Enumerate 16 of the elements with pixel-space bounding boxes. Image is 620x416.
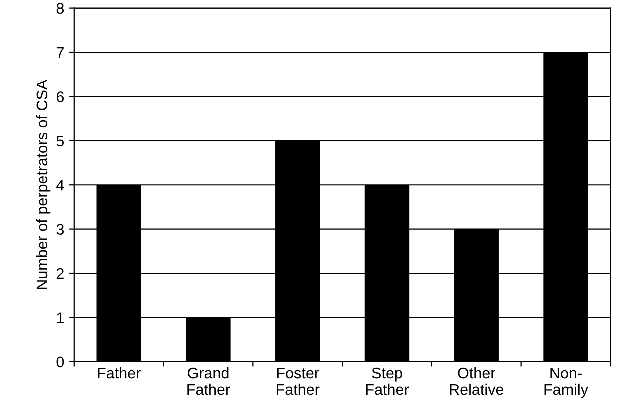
y-tick-label: 4 xyxy=(56,180,64,191)
x-tick-label: Non- Family xyxy=(544,368,588,398)
y-tick-label: 2 xyxy=(56,268,64,280)
y-tick-label: 7 xyxy=(56,48,64,58)
y-tick-label: 3 xyxy=(56,224,64,236)
x-tick-label: Step Father xyxy=(366,368,410,396)
x-tick-label: Foster Father xyxy=(277,368,320,396)
x-tick-label: Grand Father xyxy=(188,367,230,396)
y-tick-label: 5 xyxy=(56,136,64,147)
x-tick-label: Other Relative xyxy=(450,367,504,396)
y-tick-label: 6 xyxy=(56,92,64,102)
x-tick-label: Father xyxy=(98,367,141,379)
y-axis-title: Number of perpetrators of CSA xyxy=(36,80,51,290)
y-tick-label: 0 xyxy=(56,356,64,368)
y-tick-label: 1 xyxy=(57,312,64,324)
y-tick-label: 8 xyxy=(56,3,64,14)
